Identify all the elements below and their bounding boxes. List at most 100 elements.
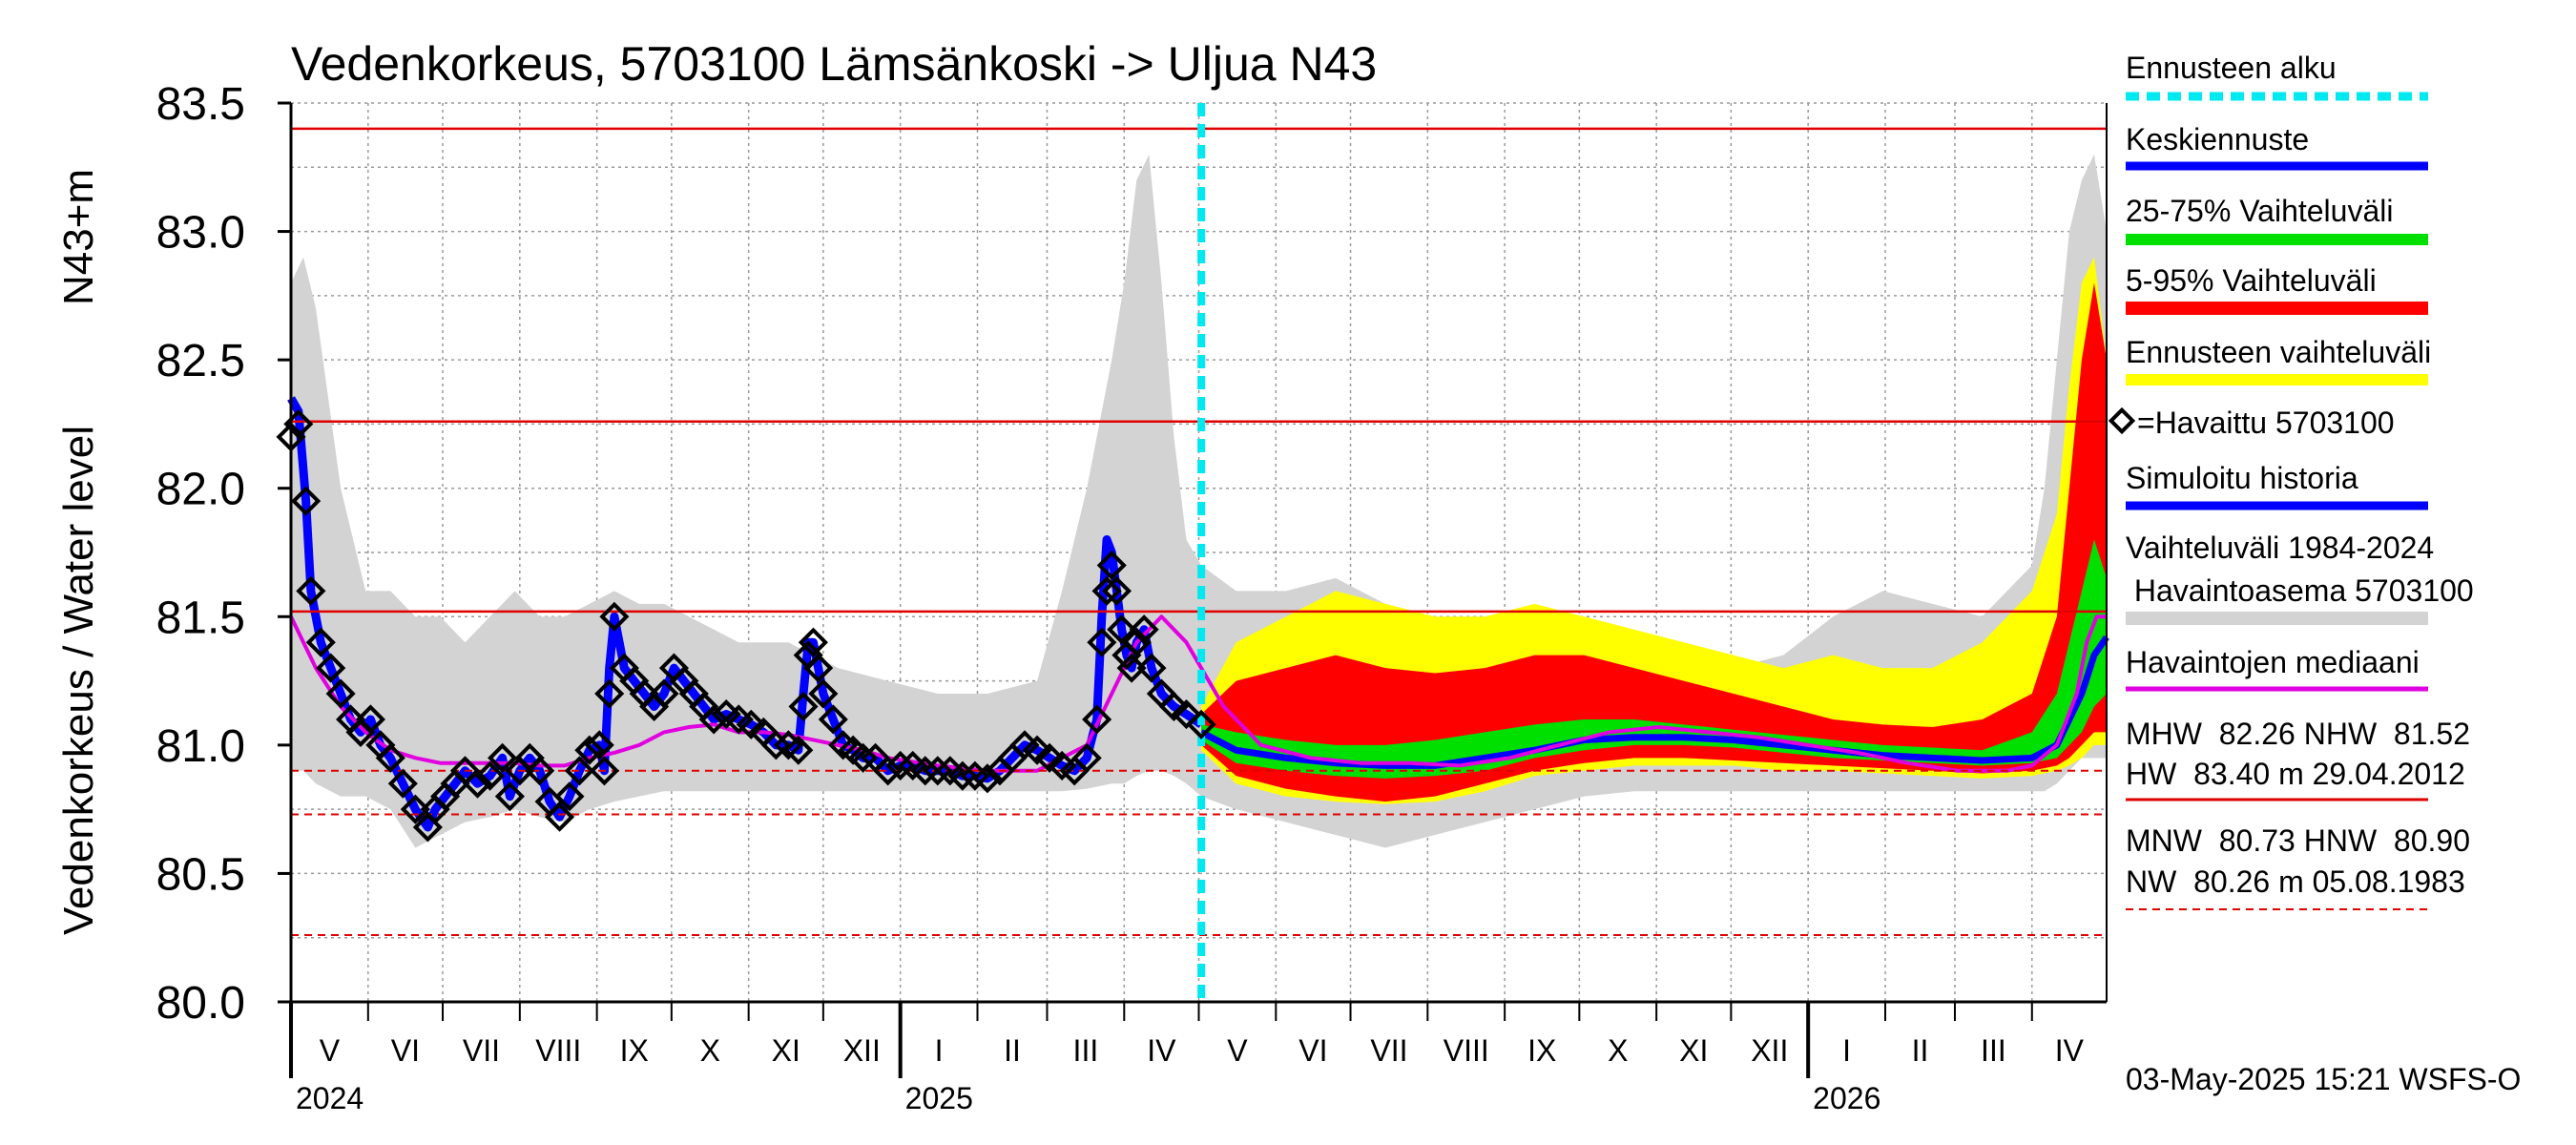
- month-label: VI: [1298, 1033, 1327, 1068]
- axes: [278, 101, 2108, 1078]
- observed-point: [803, 653, 834, 683]
- observed-point: [574, 735, 605, 765]
- observed-point: [325, 678, 356, 709]
- month-label: IX: [620, 1033, 649, 1068]
- observed-point: [316, 653, 346, 683]
- month-label: VIII: [535, 1033, 581, 1068]
- legend-stats-mhw: MHW 82.26 NHW 81.52: [2126, 717, 2470, 751]
- month-label: XII: [1751, 1033, 1788, 1068]
- observed-point: [387, 768, 418, 799]
- observed-point: [711, 699, 741, 730]
- year-label: 2025: [905, 1081, 973, 1115]
- reference-levels: [291, 103, 2107, 1002]
- observed-point: [736, 709, 766, 739]
- y-tick-label: 81.0: [156, 721, 245, 772]
- month-label: III: [1981, 1033, 2006, 1068]
- observed-point: [599, 601, 630, 632]
- month-label: X: [700, 1033, 720, 1068]
- observed-point: [1087, 627, 1117, 657]
- forecast-range-band: [1201, 257, 2107, 804]
- legend-history-label-2: Havaintoasema 5703100: [2126, 573, 2474, 608]
- legend-observed-label: =Havaittu 5703100: [2137, 406, 2395, 440]
- month-label: V: [320, 1033, 341, 1068]
- observed-point: [1009, 730, 1040, 760]
- month-label: XI: [772, 1033, 800, 1068]
- observed-point: [296, 575, 326, 606]
- observed-point: [276, 422, 306, 452]
- observed-point: [554, 781, 585, 812]
- legend-stats-hw: HW 83.40 m 29.04.2012: [2126, 757, 2465, 791]
- observed-point: [1034, 742, 1065, 773]
- observed-point: [808, 678, 839, 709]
- observed-point: [462, 768, 493, 799]
- legend-history-label-1: Vaihteluväli 1984-2024: [2126, 531, 2434, 565]
- observed-point: [783, 735, 814, 765]
- observed-point: [1121, 627, 1152, 657]
- y-tick-label: 83.0: [156, 208, 245, 259]
- observed-point: [788, 691, 819, 722]
- observed-point: [1096, 550, 1127, 581]
- observed-point: [828, 730, 859, 760]
- y-tick-label: 82.0: [156, 465, 245, 515]
- month-label: VIII: [1444, 1033, 1489, 1068]
- month-label: X: [1608, 1033, 1628, 1068]
- month-label: XI: [1679, 1033, 1708, 1068]
- year-label: 2024: [296, 1081, 364, 1115]
- observed-point: [525, 756, 555, 786]
- month-label: I: [1842, 1033, 1851, 1068]
- observed-point: [1082, 704, 1112, 735]
- y-tick-label: 81.5: [156, 593, 245, 643]
- observed-point: [873, 756, 904, 786]
- observed-point: [494, 781, 525, 812]
- observed-point: [1158, 691, 1189, 722]
- tick-labels: 80.080.581.081.582.082.583.083.5V VI VII VI…: [156, 79, 2085, 1115]
- observed-point: [649, 678, 679, 709]
- y-axis-label: Vedenkorkeus / Water level: [55, 426, 102, 935]
- observed-point: [1186, 709, 1216, 739]
- month-label: II: [1004, 1033, 1021, 1068]
- observed-point: [818, 704, 848, 735]
- observed-point: [584, 730, 614, 760]
- observed-points: [276, 408, 1216, 843]
- month-label: V: [1227, 1033, 1248, 1068]
- legend-simulated-label: Simuloitu historia: [2126, 461, 2358, 495]
- month-label: IX: [1527, 1033, 1556, 1068]
- observed-point: [1071, 742, 1102, 773]
- legend-mean-label: Keskiennuste: [2126, 122, 2309, 156]
- observed-point: [400, 794, 430, 824]
- observed-point: [1107, 614, 1137, 645]
- observed-point: [1047, 750, 1077, 781]
- observed-point: [972, 763, 1003, 794]
- legend-median-label: Havaintojen mediaani: [2126, 645, 2420, 679]
- y-tick-label: 80.0: [156, 978, 245, 1029]
- observed-point: [773, 730, 803, 760]
- month-label: VII: [463, 1033, 500, 1068]
- month-label: II: [1912, 1033, 1929, 1068]
- legend-stats-nw: NW 80.26 m 05.08.1983: [2126, 864, 2465, 899]
- observed-point: [355, 704, 385, 735]
- y-tick-label: 82.5: [156, 336, 245, 386]
- observed-point: [305, 627, 336, 657]
- legend-observed-marker: [2108, 406, 2136, 435]
- observed-point: [838, 735, 868, 765]
- month-label: VII: [1370, 1033, 1407, 1068]
- observed-point: [564, 756, 594, 786]
- legend-range-label: Ennusteen vaihteluväli: [2126, 335, 2431, 369]
- month-label: IV: [2055, 1033, 2085, 1068]
- observed-point: [1136, 653, 1167, 683]
- month-label: III: [1073, 1033, 1099, 1068]
- y-tick-label: 83.5: [156, 79, 245, 130]
- observed-point: [589, 756, 620, 786]
- month-label: I: [935, 1033, 944, 1068]
- month-label: XII: [843, 1033, 881, 1068]
- chart-title: Vedenkorkeus, 5703100 Lämsänkoski -> Ulj…: [291, 37, 1377, 91]
- year-label: 2026: [1813, 1081, 1880, 1115]
- month-label: VI: [391, 1033, 420, 1068]
- observed-point: [1022, 735, 1052, 765]
- month-label: IV: [1147, 1033, 1176, 1068]
- footer-timestamp: 03-May-2025 15:21 WSFS-O: [2126, 1062, 2521, 1096]
- observed-point: [935, 756, 966, 786]
- observed-point: [544, 802, 575, 832]
- forecast-bands: [1201, 257, 2107, 804]
